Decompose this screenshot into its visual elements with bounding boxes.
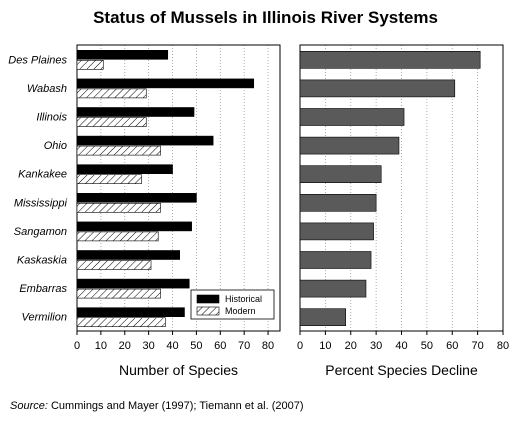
bar-historical-kaskaskia bbox=[76, 250, 180, 260]
tick-label: 40 bbox=[166, 340, 178, 352]
bar-decline-kankakee bbox=[299, 165, 382, 183]
bar-historical-kankakee bbox=[76, 164, 173, 174]
plot-frame bbox=[76, 44, 281, 332]
legend-swatch-historical bbox=[196, 294, 220, 304]
category-label: Vermilion bbox=[22, 312, 67, 324]
tick-label: 60 bbox=[214, 340, 226, 352]
bar-decline-mississippi bbox=[299, 194, 377, 212]
bar-decline-illinois bbox=[299, 108, 405, 126]
tick-label: 60 bbox=[446, 340, 458, 352]
bar-historical-sangamon bbox=[76, 221, 192, 232]
legend-label-modern: Modern bbox=[225, 306, 256, 316]
bar-decline-embarras bbox=[299, 279, 367, 298]
tick-label: 80 bbox=[497, 340, 509, 352]
category-label: Des Plaines bbox=[8, 54, 67, 66]
bar-historical-embarras bbox=[76, 278, 190, 289]
bar-modern-ohio bbox=[76, 145, 161, 156]
tick-label: 10 bbox=[319, 340, 331, 352]
source-label: Source: bbox=[10, 400, 48, 412]
category-label: Illinois bbox=[36, 112, 67, 124]
species-count-panel: Des Plaines Wabash Illinois Ohio Kankakee Mis… bbox=[8, 44, 281, 378]
bar-modern-des-plaines bbox=[76, 59, 104, 70]
category-label: Kankakee bbox=[18, 169, 67, 181]
bar-modern-embarras bbox=[76, 288, 161, 299]
category-label: Ohio bbox=[44, 140, 67, 152]
category-label: Kaskaskia bbox=[17, 255, 67, 267]
bar-decline-sangamon bbox=[299, 222, 374, 241]
chart-title: Status of Mussels in Illinois River Syst… bbox=[93, 8, 438, 27]
bar-modern-wabash bbox=[76, 88, 147, 99]
category-label: Sangamon bbox=[14, 226, 67, 238]
bar-decline-kaskaskia bbox=[299, 251, 372, 269]
bar-modern-kankakee bbox=[76, 174, 142, 184]
bar-decline-vermilion bbox=[299, 308, 346, 327]
bar-modern-mississippi bbox=[76, 203, 161, 213]
tick-label: 70 bbox=[238, 340, 250, 352]
tick-label: 20 bbox=[345, 340, 357, 352]
bar-decline-des-plaines bbox=[299, 50, 481, 69]
bar-historical-vermilion bbox=[76, 307, 185, 318]
bar-historical-wabash bbox=[76, 78, 255, 89]
tick-label: 0 bbox=[74, 340, 80, 352]
tick-label: 30 bbox=[143, 340, 155, 352]
bar-historical-des-plaines bbox=[76, 49, 169, 60]
legend-label-historical: Historical bbox=[225, 294, 262, 304]
tick-label: 20 bbox=[119, 340, 131, 352]
bar-modern-sangamon bbox=[76, 231, 159, 242]
bar-modern-kaskaskia bbox=[76, 260, 152, 270]
bar-modern-vermilion bbox=[76, 317, 166, 328]
x-axis-label: Number of Species bbox=[119, 362, 238, 378]
source-text: Cummings and Mayer (1997); Tiemann et al… bbox=[50, 400, 304, 412]
category-label: Wabash bbox=[27, 83, 67, 95]
category-label: Mississippi bbox=[14, 197, 68, 209]
x-axis-label: Percent Species Decline bbox=[325, 362, 478, 378]
tick-label: 50 bbox=[190, 340, 202, 352]
category-label: Embarras bbox=[19, 283, 67, 295]
tick-label: 10 bbox=[95, 340, 107, 352]
legend-swatch-modern bbox=[196, 306, 220, 316]
bar-historical-illinois bbox=[76, 107, 195, 117]
percent-decline-panel: 0 10 20 30 40 50 60 70 80 Percent Species Decline bbox=[297, 44, 509, 378]
tick-label: 80 bbox=[262, 340, 274, 352]
tick-label: 30 bbox=[370, 340, 382, 352]
bar-historical-ohio bbox=[76, 135, 214, 146]
legend: Historical Modern bbox=[190, 289, 275, 320]
source-note: Source: Cummings and Mayer (1997); Tiema… bbox=[10, 400, 304, 412]
bar-decline-wabash bbox=[299, 79, 456, 98]
tick-label: 0 bbox=[297, 340, 303, 352]
tick-label: 50 bbox=[421, 340, 433, 352]
tick-label: 40 bbox=[395, 340, 407, 352]
bar-decline-ohio bbox=[299, 136, 400, 155]
bar-historical-mississippi bbox=[76, 193, 197, 203]
tick-label: 70 bbox=[472, 340, 484, 352]
bar-modern-illinois bbox=[76, 117, 147, 127]
